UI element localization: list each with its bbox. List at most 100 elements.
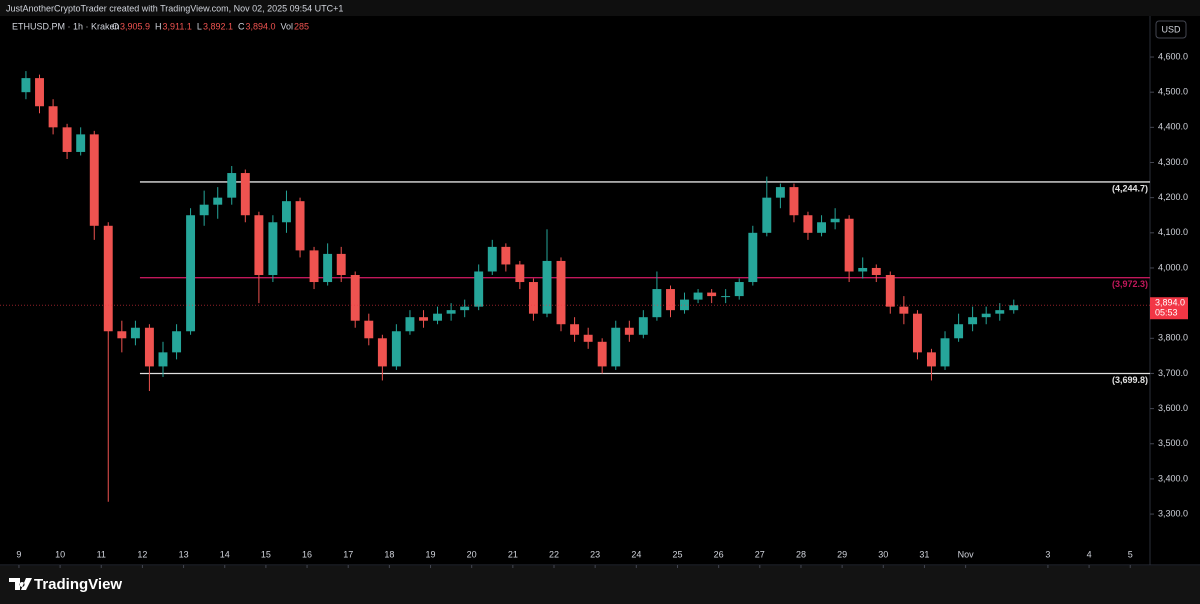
- candle-body: [76, 134, 86, 152]
- candle-body: [35, 78, 44, 107]
- candle-body: [638, 317, 648, 335]
- candle-body: [309, 250, 319, 283]
- currency-button[interactable]: [1155, 20, 1187, 39]
- y-tick-label: 4,400.0: [1158, 122, 1188, 132]
- candle-body: [48, 106, 58, 128]
- x-tick-label: 19: [426, 549, 436, 559]
- x-tick-label: Nov: [958, 549, 975, 559]
- candle-body: [268, 222, 278, 276]
- candle-body: [885, 275, 895, 307]
- ohlc-key: Vol: [281, 21, 294, 31]
- candle-body: [981, 313, 991, 318]
- candle-body: [158, 352, 168, 367]
- x-tick-label: 29: [837, 549, 847, 559]
- ohlc-key: O: [112, 21, 119, 31]
- candle-body: [446, 310, 456, 314]
- candle-body: [487, 246, 497, 272]
- candle-body: [460, 306, 470, 311]
- candle-body: [501, 246, 511, 265]
- candle-body: [474, 271, 484, 307]
- candle-body: [597, 341, 607, 367]
- x-tick-label: 11: [97, 549, 106, 559]
- footer: [0, 566, 1200, 604]
- x-tick-label: 14: [220, 549, 230, 559]
- candle-body: [899, 306, 909, 314]
- ohlc-value: 3,894.0: [245, 21, 275, 31]
- y-tick-label: 4,600.0: [1158, 51, 1188, 61]
- brand: TradingView: [34, 576, 122, 593]
- candle-body: [528, 282, 538, 314]
- y-tick-label: 4,200.0: [1158, 192, 1188, 202]
- candle-body: [62, 127, 72, 152]
- x-tick-label: 18: [384, 549, 394, 559]
- x-tick-label: 31: [919, 549, 929, 559]
- y-tick-label: 4,000.0: [1158, 262, 1188, 272]
- y-tick-label: 3,400.0: [1158, 473, 1188, 483]
- ohlc-value: 3,905.9: [120, 21, 150, 31]
- candle-body: [624, 327, 634, 335]
- candle-body: [254, 215, 264, 276]
- candle-body: [803, 215, 813, 233]
- x-tick-label: 17: [343, 549, 353, 559]
- candle-body: [611, 327, 621, 367]
- ohlc-value: 3,911.1: [163, 21, 192, 31]
- attribution: JustAnotherCryptoTrader created with Tra…: [6, 3, 343, 13]
- x-tick-label: 28: [796, 549, 806, 559]
- currency: USD: [1161, 24, 1181, 34]
- candle-body: [240, 173, 250, 216]
- ohlc-key: L: [197, 21, 202, 31]
- candle-body: [762, 197, 772, 233]
- ohlc-value: 285: [294, 21, 309, 31]
- x-tick-label: 12: [137, 549, 147, 559]
- candle-body: [323, 253, 333, 283]
- candle-body: [968, 317, 978, 325]
- candle-body: [817, 222, 827, 233]
- candle-body: [117, 331, 127, 339]
- candle-body: [775, 187, 785, 198]
- candle-body: [926, 352, 936, 367]
- candle-body: [405, 317, 415, 332]
- x-tick-label: 3: [1045, 549, 1050, 559]
- candle-body: [858, 267, 868, 272]
- candle-body: [433, 313, 442, 321]
- x-tick-label: 9: [16, 549, 21, 559]
- candle-body: [693, 292, 703, 300]
- x-tick-label: 21: [508, 549, 518, 559]
- candle-body: [377, 338, 387, 367]
- candle-body: [282, 201, 291, 223]
- x-tick-label: 16: [302, 549, 312, 559]
- candle-body: [940, 338, 950, 367]
- candle-body: [556, 260, 566, 325]
- ohlc-legend: O 3,905.9 H 3,911.1 L 3,892.1 C 3,894.0 Vol 285: [112, 21, 309, 31]
- candle-body: [954, 324, 964, 339]
- x-tick-label: 15: [261, 549, 271, 559]
- y-tick-label: 3,600.0: [1158, 403, 1188, 413]
- x-tick-label: 4: [1087, 549, 1092, 559]
- candle-body: [515, 264, 525, 283]
- x-tick-label: 26: [714, 549, 724, 559]
- candle-body: [419, 317, 428, 321]
- candle-body: [912, 313, 922, 353]
- candle-body: [652, 289, 662, 318]
- candle-body: [1009, 305, 1019, 311]
- candle-body: [172, 331, 182, 353]
- x-tick-label: 10: [55, 549, 65, 559]
- y-tick-label: 4,100.0: [1158, 227, 1188, 237]
- candle-body: [89, 134, 99, 226]
- level-label: (3,699.8): [1112, 375, 1148, 385]
- candle-body: [583, 334, 593, 342]
- last-price-label: 3,894.0: [1155, 298, 1185, 308]
- candle-body: [844, 218, 854, 272]
- candle-body: [186, 215, 196, 332]
- candle-body: [336, 253, 346, 276]
- level-label: (4,244.7): [1112, 183, 1148, 193]
- symbol: ETHUSD.PM · 1h · Kraken: [12, 21, 120, 31]
- ohlc-key: C: [238, 21, 245, 31]
- x-tick-label: 20: [467, 549, 477, 559]
- candle-body: [542, 260, 552, 314]
- candle-body: [789, 187, 799, 216]
- last-price-box: [1150, 297, 1188, 320]
- candle-body: [21, 78, 31, 93]
